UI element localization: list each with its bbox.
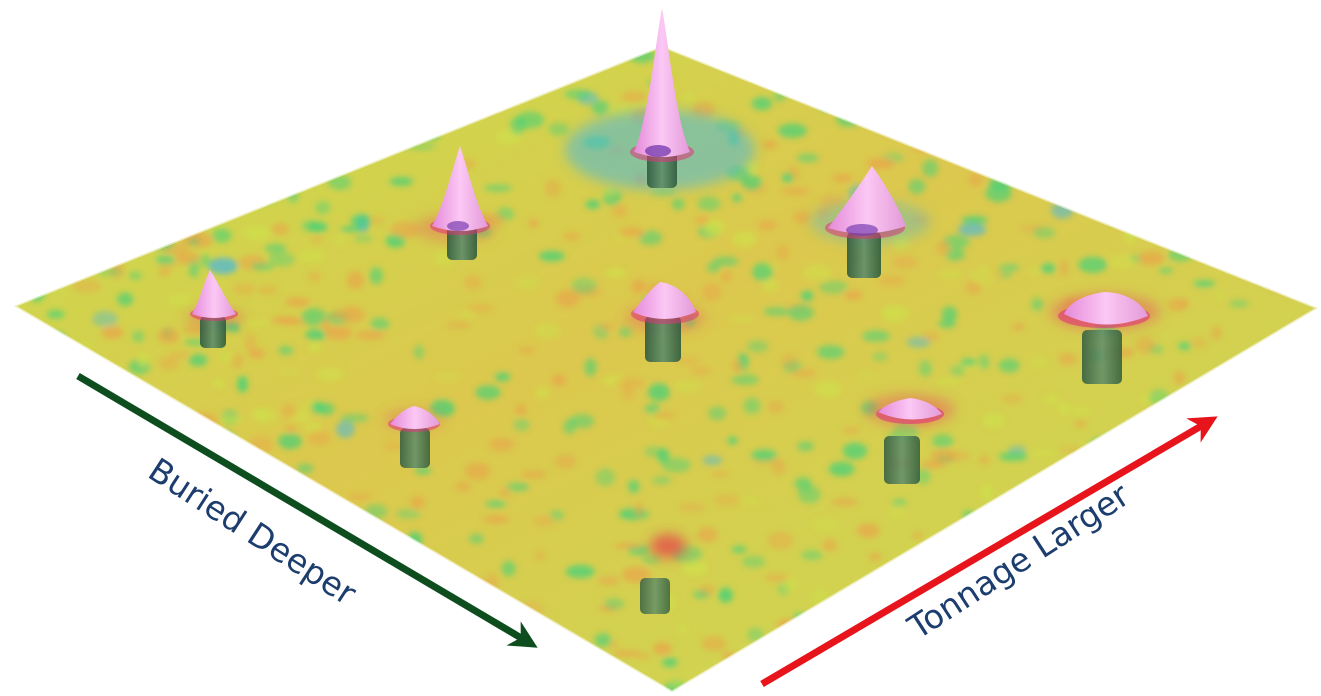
buried-object xyxy=(1082,330,1122,384)
object-medium-deep xyxy=(876,398,944,484)
object-large-shallow xyxy=(630,8,694,188)
anomaly-peak xyxy=(390,406,440,429)
anomaly-peak xyxy=(878,398,942,420)
object-small-medium xyxy=(190,270,238,348)
depth-arrow xyxy=(76,372,538,648)
buried-object xyxy=(400,428,430,468)
object-medium-medium xyxy=(631,282,699,362)
buried-object xyxy=(645,316,681,362)
anomaly-peak xyxy=(432,146,488,231)
buried-object xyxy=(884,436,920,484)
anomaly-peak xyxy=(1064,292,1148,325)
anomaly-peak xyxy=(633,282,696,319)
anomaly-peak xyxy=(634,8,690,157)
object-large-deep xyxy=(1058,292,1150,384)
anomaly-peak xyxy=(828,166,906,234)
object-large-medium xyxy=(825,166,906,278)
anomaly-markers xyxy=(190,8,1150,614)
buried-object xyxy=(847,232,881,278)
tonnage-arrow xyxy=(760,416,1218,688)
object-small-deep xyxy=(388,406,440,468)
object-deepest xyxy=(640,578,670,614)
object-small-shallow xyxy=(430,146,490,260)
buried-object xyxy=(200,316,226,348)
anomaly-peak xyxy=(192,270,236,318)
surface-plate xyxy=(14,46,1318,692)
buried-object xyxy=(640,578,670,614)
